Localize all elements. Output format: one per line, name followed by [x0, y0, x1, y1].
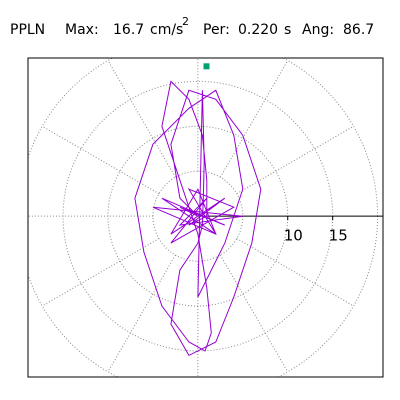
chart-title: PPLN: [10, 22, 45, 38]
frame: [27, 57, 384, 378]
grid-spoke: [107, 254, 176, 373]
grid-spoke: [107, 60, 176, 178]
unit: cm/s: [150, 22, 183, 38]
grid-spoke: [219, 254, 289, 373]
period-label: Per:: [203, 22, 230, 38]
period-unit: s: [284, 22, 291, 38]
max-marker: [203, 63, 210, 70]
period-value: 0.220: [238, 22, 278, 38]
grid-spoke: [41, 238, 160, 307]
max-label: Max:: [65, 22, 99, 38]
unit-power: 2: [182, 15, 189, 28]
r-tick-label: 15: [329, 227, 348, 245]
r-tick-label: 10: [284, 227, 303, 245]
grid-spoke: [41, 125, 160, 195]
grid-spoke: [236, 238, 354, 307]
trace: [134, 80, 262, 357]
plot-area: [28, 58, 383, 377]
grid-spoke: [236, 125, 354, 195]
max-value: 16.7: [113, 22, 144, 38]
angle-label: Ang:: [302, 22, 334, 38]
angle-value: 86.7: [343, 22, 374, 38]
